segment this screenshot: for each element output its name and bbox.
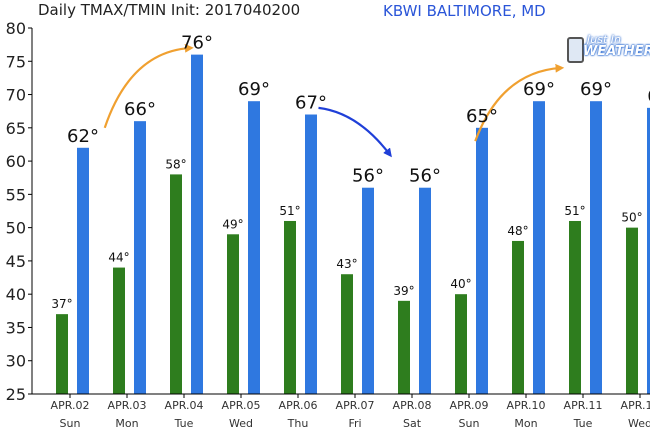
bar xyxy=(569,220,581,394)
bar xyxy=(512,240,524,394)
y-tick-label: 60 xyxy=(6,152,26,171)
x-tick-label: APR.04 xyxy=(165,399,204,412)
logo-line1: Just In xyxy=(587,33,621,46)
weekday-label: Tue xyxy=(174,417,194,430)
bars-layer xyxy=(56,54,650,395)
logo-line2: WEATHER xyxy=(583,44,650,59)
bar xyxy=(476,127,488,395)
x-tick-label: APR.08 xyxy=(393,399,432,412)
data-label: 62° xyxy=(67,126,99,147)
x-tick-label: APR.06 xyxy=(279,399,318,412)
bar xyxy=(305,114,317,394)
y-tick-label: 65 xyxy=(6,119,26,138)
axes-layer: 37° 44° 58° 49° 51° 43° 39° 40° 48° 51° 50° 62° 66° 7… xyxy=(6,19,650,430)
weekday-label: Wed xyxy=(628,417,650,430)
x-tick-label: APR.12 xyxy=(621,399,650,412)
x-tick-label: APR.02 xyxy=(51,399,90,412)
x-tick-label: APR.10 xyxy=(507,399,546,412)
phone-icon xyxy=(567,37,584,63)
weekday-label: Fri xyxy=(348,417,361,430)
data-label: 69° xyxy=(580,79,612,100)
bar xyxy=(113,267,125,394)
data-label: 69° xyxy=(523,79,555,100)
bar xyxy=(647,107,650,394)
data-label: 48° xyxy=(507,224,528,238)
weekday-label: Sun xyxy=(459,417,480,430)
weekday-label: Tue xyxy=(573,417,593,430)
data-label: 67° xyxy=(295,93,327,114)
brand-logo: Just In WEATHER xyxy=(565,33,650,67)
weekday-label: Mon xyxy=(115,417,138,430)
data-label: 50° xyxy=(621,211,642,225)
bar xyxy=(191,54,203,394)
bar xyxy=(362,187,374,394)
bar xyxy=(626,227,638,394)
y-tick-label: 45 xyxy=(6,252,26,271)
bar xyxy=(398,300,410,394)
data-label: 76° xyxy=(181,33,213,54)
trend-arrow xyxy=(318,106,392,158)
data-label: 65° xyxy=(466,106,498,127)
x-tick-label: APR.07 xyxy=(336,399,375,412)
weekday-label: Mon xyxy=(514,417,537,430)
data-label: 51° xyxy=(564,204,585,218)
data-label: 58° xyxy=(165,157,186,171)
bar xyxy=(533,101,545,394)
data-label: 6 xyxy=(647,86,650,107)
bar xyxy=(248,101,260,394)
chart-title: Daily TMAX/TMIN Init: 2017040200 xyxy=(38,1,301,19)
weekday-label: Thu xyxy=(287,417,309,430)
bar xyxy=(134,121,146,394)
bar xyxy=(455,294,467,394)
y-tick-label: 30 xyxy=(6,352,26,371)
bar xyxy=(170,174,182,394)
y-tick-label: 70 xyxy=(6,86,26,105)
station-title: KBWI BALTIMORE, MD xyxy=(383,2,546,20)
bar xyxy=(419,187,431,394)
data-label: 66° xyxy=(124,99,156,120)
bar xyxy=(227,234,239,394)
weekday-label: Sat xyxy=(403,417,422,430)
weekday-label: Wed xyxy=(229,417,253,430)
y-tick-label: 80 xyxy=(6,19,26,38)
y-tick-label: 50 xyxy=(6,219,26,238)
y-tick-label: 55 xyxy=(6,185,26,204)
y-tick-label: 75 xyxy=(6,52,26,71)
bar xyxy=(284,220,296,394)
y-tick-label: 35 xyxy=(6,318,26,337)
bar xyxy=(56,314,68,394)
bar xyxy=(341,274,353,394)
x-tick-label: APR.05 xyxy=(222,399,261,412)
trend-arrow xyxy=(103,43,194,129)
data-label: 56° xyxy=(352,166,384,187)
data-label: 43° xyxy=(336,257,357,271)
x-tick-label: APR.11 xyxy=(564,399,603,412)
bar xyxy=(590,101,602,394)
data-label: 37° xyxy=(51,297,72,311)
x-tick-label: APR.03 xyxy=(108,399,147,412)
data-label: 69° xyxy=(238,79,270,100)
arrows-layer xyxy=(103,43,565,158)
y-tick-label: 40 xyxy=(6,285,26,304)
data-label: 56° xyxy=(409,166,441,187)
data-label: 39° xyxy=(393,284,414,298)
data-label: 44° xyxy=(108,251,129,265)
y-tick-label: 25 xyxy=(6,385,26,404)
data-label: 51° xyxy=(279,204,300,218)
data-label: 40° xyxy=(450,277,471,291)
x-tick-label: APR.09 xyxy=(450,399,489,412)
bar xyxy=(77,147,89,394)
trend-arrow xyxy=(474,63,565,142)
weekday-label: Sun xyxy=(60,417,81,430)
data-label: 49° xyxy=(222,217,243,231)
